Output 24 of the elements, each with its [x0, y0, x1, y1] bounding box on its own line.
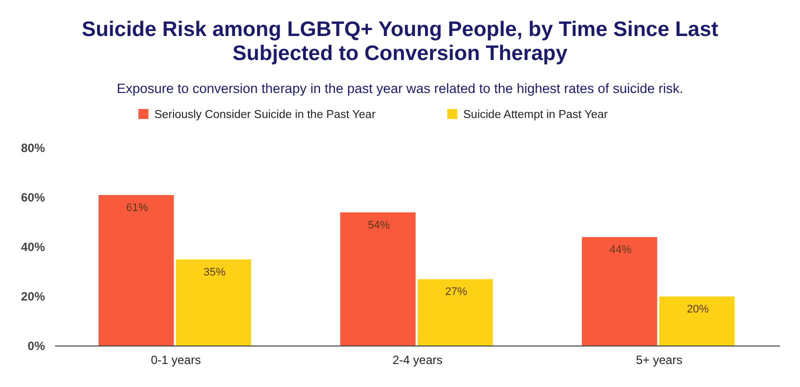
data-label: 35% [203, 266, 226, 278]
chart-subtitle: Exposure to conversion therapy in the past year was related to the highest rates of suicide risk. [116, 81, 684, 96]
y-tick-label: 60% [20, 190, 46, 204]
bar [176, 259, 252, 346]
x-tick-label: 0-1 years [150, 353, 201, 367]
y-tick-label: 80% [20, 141, 46, 155]
data-label: 44% [609, 244, 632, 256]
chart-title: Suicide Risk among LGBTQ+ Young People, by Time Since Last Subjected to Conversion Therapy [82, 18, 718, 65]
y-tick-label: 0% [28, 339, 46, 353]
x-tick-label: 5+ years [636, 353, 682, 367]
x-tick-label: 2-4 years [392, 353, 443, 367]
bar [340, 212, 416, 346]
y-tick-label: 20% [20, 290, 46, 304]
y-tick-label: 40% [20, 240, 46, 254]
legend-label: Seriously Consider Suicide in the Past Year [154, 109, 376, 121]
data-label: 20% [686, 304, 710, 316]
data-label: 54% [368, 219, 390, 232]
data-label: 27% [445, 286, 468, 298]
bar [98, 195, 174, 346]
data-label: 61% [126, 202, 148, 214]
bar [659, 296, 734, 346]
legend-label: Suicide Attempt in Past Year [463, 109, 608, 121]
bar [418, 279, 493, 346]
bar [582, 237, 658, 346]
